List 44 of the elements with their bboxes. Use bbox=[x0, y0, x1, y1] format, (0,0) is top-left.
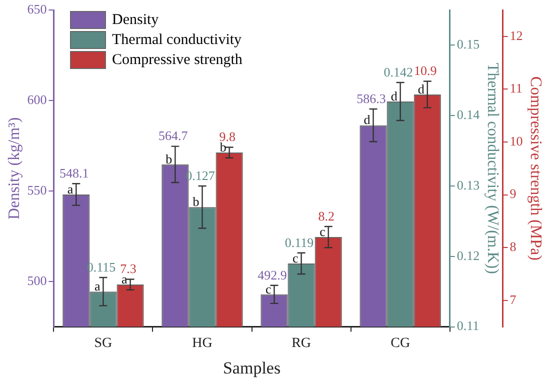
data-label: 548.1 bbox=[60, 166, 89, 181]
x-tick-label: RG bbox=[292, 336, 312, 351]
annotation: b bbox=[166, 151, 172, 166]
y-axis-title: Density (kg/m³) bbox=[6, 117, 23, 220]
x-tick-label: CG bbox=[390, 336, 410, 351]
y-tick-label: 600 bbox=[27, 92, 47, 107]
y-tick-label: 500 bbox=[27, 272, 47, 288]
annotation: c bbox=[292, 250, 299, 266]
data-label: 564.7 bbox=[158, 128, 188, 144]
y2-tick-label: 0.12 bbox=[456, 248, 480, 263]
data-label: 8.2 bbox=[318, 208, 334, 224]
annotation: a bbox=[67, 181, 74, 196]
x-tick-label: SG bbox=[94, 336, 112, 351]
y3-tick-label: 9 bbox=[510, 186, 516, 202]
annotation: d bbox=[364, 112, 371, 128]
data-label: 586.3 bbox=[356, 90, 386, 106]
data-label: 492.9 bbox=[258, 267, 287, 282]
annotation: d bbox=[390, 88, 398, 104]
y2-tick-label: 0.11 bbox=[456, 318, 480, 334]
annotation: c bbox=[320, 224, 326, 239]
y2-axis-title: Thermal conductivity (W/(m.K)) bbox=[484, 62, 501, 274]
legend-label: Density bbox=[112, 12, 159, 28]
annotation: c bbox=[265, 281, 272, 296]
legend-label: Compressive strength bbox=[112, 52, 242, 68]
data-label: 10.9 bbox=[414, 63, 437, 78]
y3-tick-label: 11 bbox=[510, 80, 522, 96]
legend-label: Thermal conductivity bbox=[112, 32, 242, 48]
y3-tick-label: 7 bbox=[510, 292, 517, 307]
y3-tick-label: 12 bbox=[510, 28, 523, 43]
y2-tick-label: 0.15 bbox=[456, 36, 480, 52]
y2-tick-label: 0.14 bbox=[456, 107, 480, 122]
data-label: 0.119 bbox=[284, 234, 314, 250]
annotation: b bbox=[192, 194, 200, 210]
y3-axis-title: Compressive strength (MPa) bbox=[527, 76, 544, 260]
y3-tick-label: 10 bbox=[510, 133, 523, 148]
annotation: a bbox=[94, 278, 100, 294]
x-axis-title: Samples bbox=[222, 358, 281, 378]
y3-tick-label: 8 bbox=[510, 239, 516, 254]
x-tick-label: HG bbox=[192, 336, 212, 351]
y-tick-label: 650 bbox=[27, 1, 47, 16]
annotation: d bbox=[418, 81, 425, 96]
y2-tick-label: 0.13 bbox=[456, 177, 480, 192]
data-label: 0.142 bbox=[384, 64, 413, 80]
y-tick-label: 550 bbox=[27, 182, 47, 198]
